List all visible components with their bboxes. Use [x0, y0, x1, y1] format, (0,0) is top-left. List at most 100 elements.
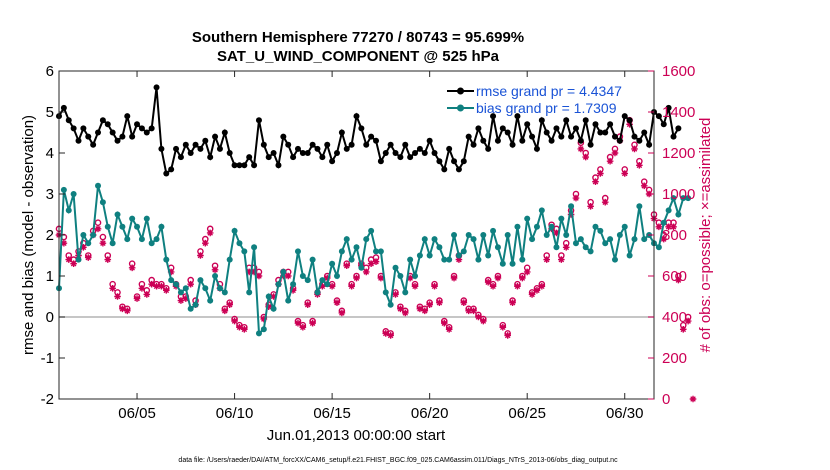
obs-assimilated-marker	[304, 301, 312, 308]
bias-point	[343, 236, 350, 243]
obs-assimilated-marker	[377, 274, 385, 282]
rmse-point	[641, 129, 648, 136]
bias-point	[470, 236, 477, 243]
bias-point	[602, 240, 609, 247]
rmse-point	[343, 145, 350, 152]
rmse-point	[314, 145, 321, 152]
bias-point	[158, 223, 165, 230]
obs-assimilated-marker	[445, 326, 453, 333]
bias-point	[124, 236, 131, 243]
bias-point	[65, 207, 72, 214]
bias-point	[309, 256, 316, 263]
rmse-point	[329, 158, 336, 165]
rmse-point	[446, 145, 453, 152]
obs-possible-marker	[99, 233, 107, 241]
obs-assimilated-marker	[265, 303, 273, 311]
obs-assimilated-marker	[450, 274, 458, 282]
obs-assimilated-marker	[182, 295, 190, 302]
y2-tick-label: 1600	[662, 63, 695, 80]
bias-point	[368, 227, 375, 234]
bias-point	[329, 260, 336, 267]
bias-point	[251, 244, 258, 251]
obs-assimilated-marker	[114, 293, 121, 300]
rmse-point	[255, 117, 262, 124]
bias-point	[138, 236, 145, 243]
y2-tick-label: 0	[662, 391, 670, 408]
obs-assimilated-marker	[640, 182, 648, 190]
rmse-point	[95, 129, 102, 136]
obs-assimilated-marker	[455, 256, 463, 263]
bias-point	[119, 223, 126, 230]
bias-point	[226, 256, 233, 263]
rmse-point	[177, 154, 184, 161]
rmse-point	[134, 121, 141, 128]
obs-assimilated-marker	[382, 330, 390, 337]
x-axis: 06/05 06/10 06/15 06/20 06/25 06/30	[118, 71, 644, 422]
obs-assimilated-marker	[567, 211, 575, 218]
obs-assimilated-marker	[679, 326, 687, 333]
obs-assimilated-marker	[621, 170, 629, 177]
obs-assimilated-marker	[470, 307, 477, 315]
y-tick-label: 4	[46, 145, 54, 162]
rmse-point	[524, 121, 531, 128]
y2-tick-label: 1400	[662, 104, 695, 121]
bias-point	[207, 297, 214, 304]
obs-assimilated-marker	[206, 229, 214, 237]
bias-point	[499, 260, 506, 267]
bias-point	[675, 211, 682, 218]
bias-point	[99, 199, 106, 206]
obs-assimilated-marker	[197, 252, 204, 259]
obs-assimilated-marker	[260, 315, 268, 323]
obs-assimilated-marker	[587, 203, 594, 210]
rmse-point	[441, 166, 448, 173]
plot-area: 06/05 06/10 06/15 06/20 06/25 06/30 -2 -1 0 1 2 3 4…	[41, 63, 697, 422]
bias-point	[75, 256, 82, 263]
obs-assimilated-marker	[582, 153, 590, 161]
obs-assimilated-marker	[128, 264, 136, 272]
obs-assimilated-marker	[343, 262, 351, 270]
legend-rmse-marker	[457, 87, 464, 95]
bias-point	[524, 215, 531, 222]
footer-data-file: data file: /Users/raeder/DAI/ATM_forcXX/…	[178, 457, 618, 464]
obs-assimilated-marker	[387, 332, 394, 339]
obs-assimilated-marker	[143, 291, 151, 298]
rmse-point	[148, 125, 155, 132]
bias-point	[509, 260, 516, 267]
bias-point	[490, 227, 497, 234]
bias-point	[280, 268, 287, 275]
rmse-point	[363, 141, 370, 148]
bias-point	[402, 289, 409, 296]
y2-tick-label: 200	[662, 350, 687, 367]
bias-point	[582, 244, 589, 251]
rmse-point	[392, 150, 399, 156]
rmse-point	[353, 113, 360, 120]
bias-point	[660, 219, 667, 226]
rmse-point	[436, 158, 443, 165]
rmse-point	[90, 141, 97, 148]
rmse-point	[636, 137, 643, 144]
obs-assimilated-marker	[519, 274, 526, 282]
rmse-point	[109, 129, 116, 136]
obs-assimilated-marker	[689, 395, 697, 403]
bias-point	[685, 195, 692, 202]
obs-assimilated-marker	[294, 319, 302, 327]
rmse-point	[207, 154, 214, 161]
bias-point	[641, 236, 648, 243]
bias-point	[270, 305, 277, 312]
obs-assimilated-marker	[392, 291, 399, 298]
x-tick-label: 06/10	[216, 405, 254, 422]
bias-point	[431, 236, 438, 243]
obs-assimilated-marker	[665, 223, 672, 231]
obs-assimilated-marker	[460, 299, 468, 306]
obs-assimilated-marker	[367, 260, 375, 267]
obs-assimilated-marker	[577, 145, 585, 153]
obs-assimilated-marker	[362, 268, 370, 276]
obs-assimilated-marker	[231, 317, 238, 325]
rmse-point	[280, 133, 287, 140]
obs-assimilated-marker	[138, 285, 146, 292]
obs-assimilated-marker	[328, 282, 336, 290]
obs-assimilated-marker	[299, 323, 307, 331]
bias-point	[392, 264, 399, 271]
bias-point	[246, 289, 253, 296]
obs-assimilated-marker	[158, 282, 165, 290]
